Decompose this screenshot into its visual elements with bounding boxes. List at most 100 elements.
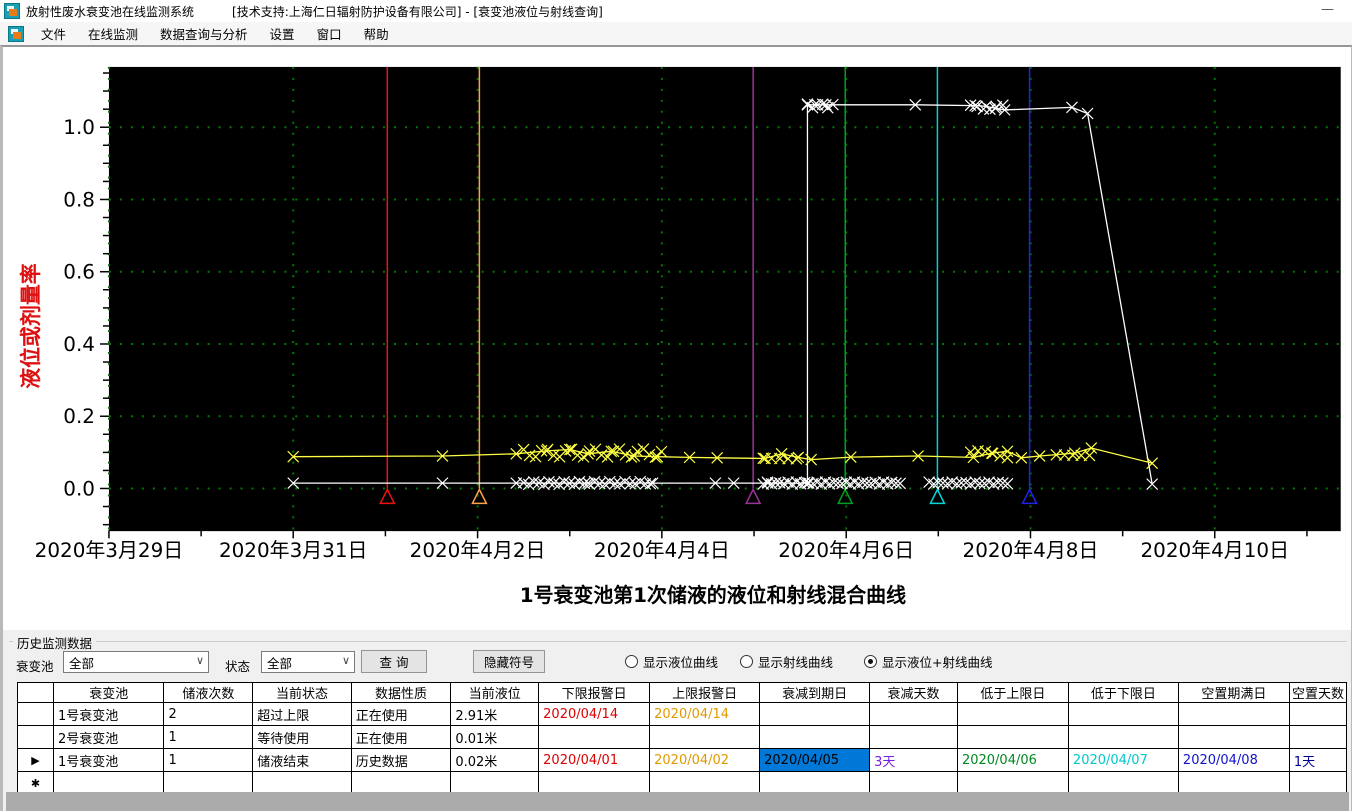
- table-cell[interactable]: 1: [163, 725, 254, 749]
- title-bar: 放射性废水衰变池在线监测系统 [技术支持:上海仁日辐射防护设备有限公司] - […: [0, 0, 1352, 22]
- table-cell[interactable]: [538, 725, 651, 749]
- menu-item[interactable]: 数据查询与分析: [160, 27, 248, 42]
- radio-circle-icon: [864, 655, 877, 668]
- table-cell[interactable]: [759, 725, 871, 749]
- row-selector[interactable]: ▶: [16, 748, 55, 772]
- svg-text:2020年4月4日: 2020年4月4日: [594, 539, 730, 562]
- column-header[interactable]: 衰减到期日: [759, 682, 871, 703]
- table-cell[interactable]: 正在使用: [350, 725, 452, 749]
- table-header-row: 衰变池 储液次数 当前状态 数据性质 当前液位 下限报警日 上限报警日 衰减到期日 衰减天数 低于…: [16, 682, 1348, 703]
- table-cell[interactable]: 0.01米: [450, 725, 540, 749]
- column-header[interactable]: 下限报警日: [538, 682, 651, 703]
- hide-symbols-button[interactable]: 隐藏符号: [473, 650, 545, 673]
- table-cell[interactable]: 2020/04/06: [956, 748, 1069, 772]
- menu-item[interactable]: 文件: [41, 27, 67, 42]
- mixed-curve-chart: 0.0 0.2 0.4 0.6 0.8 1.0 2020年3月29日 2020年3月31日 20…: [19, 66, 1341, 607]
- table-cell[interactable]: 2: [163, 702, 254, 726]
- window-subtitle: [技术支持:上海仁日辐射防护设备有限公司] - [衰变池液位与射线查询]: [232, 4, 603, 19]
- column-header[interactable]: 衰变池: [53, 682, 165, 703]
- table-cell[interactable]: 2020/04/14: [649, 702, 761, 726]
- table-cell[interactable]: 1号衰变池: [53, 748, 165, 772]
- column-header[interactable]: 储液次数: [163, 682, 254, 703]
- table-cell[interactable]: [1177, 771, 1290, 795]
- radio-ray-curve[interactable]: 显示射线曲线: [740, 652, 833, 671]
- table-cell[interactable]: 2020/04/07: [1067, 748, 1179, 772]
- table-cell[interactable]: 1: [163, 748, 254, 772]
- event-line: [837, 66, 854, 505]
- table-cell[interactable]: 等待使用: [252, 725, 352, 749]
- table-cell[interactable]: [759, 702, 871, 726]
- table-cell[interactable]: 0.02米: [450, 748, 540, 772]
- table-cell[interactable]: 1天: [1288, 748, 1348, 772]
- table-cell[interactable]: 2020/04/05: [759, 748, 871, 772]
- column-header[interactable]: 低于下限日: [1067, 682, 1179, 703]
- column-header[interactable]: 空置天数: [1288, 682, 1348, 703]
- table-cell[interactable]: [1067, 702, 1179, 726]
- table-cell[interactable]: [956, 725, 1069, 749]
- table-cell[interactable]: 2020/04/14: [538, 702, 651, 726]
- table-cell[interactable]: 3天: [869, 748, 958, 772]
- child-window-icon[interactable]: [8, 25, 24, 42]
- table-cell[interactable]: 2020/04/08: [1177, 748, 1290, 772]
- table-cell[interactable]: [1067, 725, 1179, 749]
- menu-item[interactable]: 帮助: [363, 27, 389, 42]
- column-header[interactable]: 当前状态: [252, 682, 352, 703]
- table-cell[interactable]: [869, 702, 958, 726]
- table-cell[interactable]: [1288, 771, 1348, 795]
- row-selector[interactable]: [16, 725, 55, 749]
- row-selector[interactable]: [16, 702, 55, 726]
- column-header[interactable]: [16, 682, 55, 703]
- history-panel: 历史监测数据 衰变池 全部 ∨ 状态 全部 ∨ 查 询 隐藏符号 显示液位曲线 …: [0, 630, 1352, 811]
- table-cell[interactable]: [450, 771, 540, 795]
- table-cell[interactable]: [252, 771, 352, 795]
- table-cell[interactable]: 1号衰变池: [53, 702, 165, 726]
- column-header[interactable]: 衰减天数: [869, 682, 958, 703]
- event-line: [471, 66, 488, 505]
- column-header[interactable]: 数据性质: [350, 682, 452, 703]
- menu-item[interactable]: 设置: [269, 27, 295, 42]
- table-cell[interactable]: [1177, 725, 1290, 749]
- status-select[interactable]: 全部 ∨: [261, 651, 355, 673]
- table-cell[interactable]: 2020/04/02: [649, 748, 761, 772]
- radio-level-plus-ray-curve[interactable]: 显示液位+射线曲线: [864, 652, 992, 671]
- groupbox-border: [9, 641, 1347, 642]
- table-cell[interactable]: [759, 771, 871, 795]
- table-cell[interactable]: [649, 725, 761, 749]
- table-cell[interactable]: [1288, 725, 1348, 749]
- pool-select[interactable]: 全部 ∨: [63, 651, 209, 673]
- table-cell[interactable]: 正在使用: [350, 702, 452, 726]
- svg-text:2020年4月8日: 2020年4月8日: [963, 539, 1099, 562]
- menu-item[interactable]: 窗口: [316, 27, 342, 42]
- table-cell[interactable]: [956, 702, 1069, 726]
- column-header[interactable]: 当前液位: [450, 682, 540, 703]
- radio-level-curve[interactable]: 显示液位曲线: [625, 652, 718, 671]
- column-header[interactable]: 低于上限日: [956, 682, 1069, 703]
- column-header[interactable]: 空置期满日: [1177, 682, 1290, 703]
- pool-select-value: 全部: [69, 655, 95, 671]
- menu-bar: 文件 在线监测 数据查询与分析 设置 窗口 帮助: [0, 22, 1352, 45]
- radio-label: 显示液位曲线: [643, 655, 719, 670]
- status-select-value: 全部: [267, 655, 293, 671]
- minimize-button[interactable]: —: [1321, 2, 1334, 17]
- table-cell[interactable]: [649, 771, 761, 795]
- table-cell[interactable]: 储液结束: [252, 748, 352, 772]
- column-header[interactable]: 上限报警日: [649, 682, 761, 703]
- table-cell[interactable]: [1288, 702, 1348, 726]
- table-cell[interactable]: 2020/04/01: [538, 748, 651, 772]
- query-button[interactable]: 查 询: [361, 650, 427, 673]
- table-cell[interactable]: [53, 771, 165, 795]
- table-cell[interactable]: [1067, 771, 1179, 795]
- table-cell[interactable]: [163, 771, 254, 795]
- menu-item[interactable]: 在线监测: [88, 27, 139, 42]
- table-cell[interactable]: [869, 725, 958, 749]
- table-cell[interactable]: 2号衰变池: [53, 725, 165, 749]
- table-cell[interactable]: 历史数据: [350, 748, 452, 772]
- svg-text:0.2: 0.2: [63, 405, 95, 428]
- table-cell[interactable]: 2.91米: [450, 702, 540, 726]
- app-logo-icon: [4, 3, 20, 19]
- table-cell[interactable]: [1177, 702, 1290, 726]
- table-cell[interactable]: 超过上限: [252, 702, 352, 726]
- status-label: 状态: [225, 659, 251, 674]
- menu-items: 文件 在线监测 数据查询与分析 设置 窗口 帮助: [30, 21, 400, 46]
